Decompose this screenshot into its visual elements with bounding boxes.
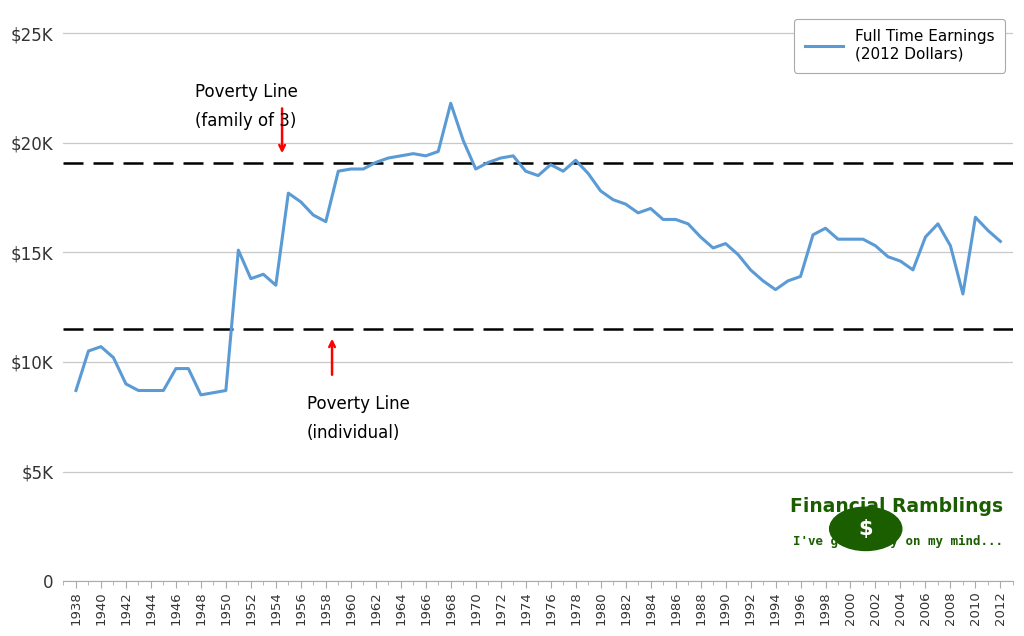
Legend: Full Time Earnings
(2012 Dollars): Full Time Earnings (2012 Dollars) bbox=[794, 18, 1006, 73]
Text: Poverty Line: Poverty Line bbox=[307, 395, 410, 413]
Text: I've got money on my mind...: I've got money on my mind... bbox=[794, 535, 1004, 548]
Text: Financial Ramblings: Financial Ramblings bbox=[791, 497, 1004, 516]
Text: $: $ bbox=[858, 519, 873, 539]
Text: Poverty Line: Poverty Line bbox=[195, 83, 298, 101]
Text: (individual): (individual) bbox=[307, 424, 400, 441]
Text: (family of 3): (family of 3) bbox=[195, 112, 296, 130]
Circle shape bbox=[829, 507, 902, 551]
